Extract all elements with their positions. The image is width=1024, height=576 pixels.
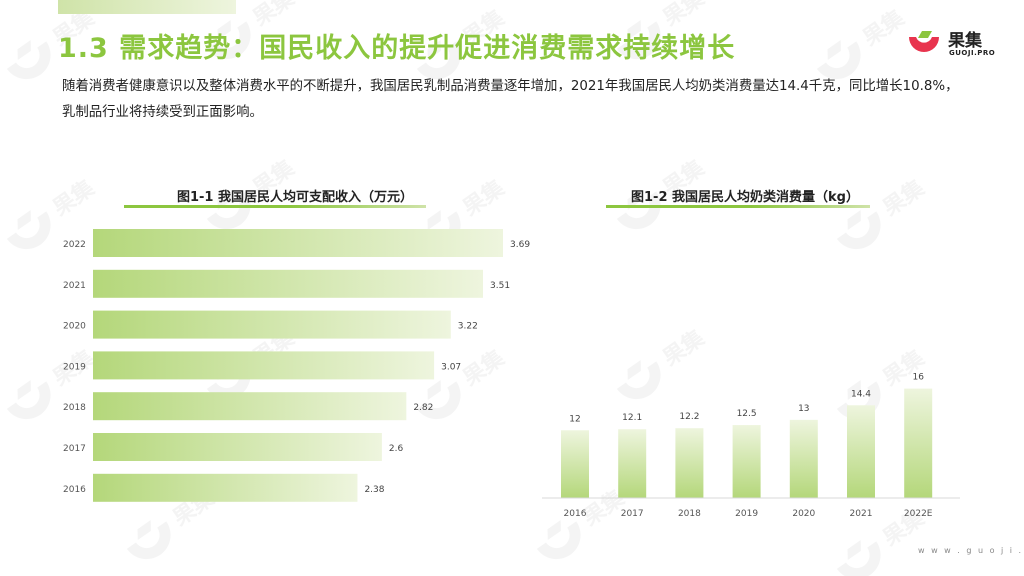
guoji-logo-icon (909, 31, 939, 52)
category-label: 2016 (63, 485, 86, 495)
data-label: 3.69 (510, 240, 530, 250)
bar (789, 419, 818, 498)
page-title: 1.3 需求趋势：国民收入的提升促进消费需求持续增长 (58, 33, 736, 64)
bar (675, 428, 704, 498)
category-label: 2021 (850, 509, 873, 519)
logo-subtitle: GUOJI.PRO (949, 49, 996, 57)
chart2-title: 图1-2 我国居民人均奶类消费量（kg） (631, 190, 859, 205)
category-label: 2017 (621, 509, 644, 519)
footer-url: w w w . g u o j i . p r o (918, 546, 1024, 555)
logo-name: 果集 (948, 31, 982, 51)
data-label: 12.5 (737, 409, 757, 419)
watermark-text: 果集 (48, 174, 100, 221)
data-label: 3.22 (458, 322, 478, 332)
data-label: 13 (798, 404, 809, 414)
chart2-title-underline (606, 205, 870, 208)
data-label: 3.07 (441, 362, 461, 372)
data-label: 2.82 (413, 403, 433, 413)
bar (904, 388, 933, 498)
category-label: 2020 (63, 322, 86, 332)
category-label: 2017 (63, 444, 86, 454)
chart1-income-bar-chart: 2022 3.69 2021 3.51 2020 3.22 2019 3.07 2018 2.82… (63, 229, 530, 502)
bar (618, 429, 647, 498)
bar (847, 405, 875, 498)
category-label: 2019 (63, 362, 86, 372)
chart1-title-underline (124, 205, 426, 208)
intro-paragraph: 随着消费者健康意识以及整体消费水平的不断提升，我国居民乳制品消费量逐年增加，20… (62, 79, 959, 120)
data-label: 12 (569, 414, 580, 424)
data-label: 14.4 (851, 389, 871, 399)
chart2-milk-consumption-bar-chart: 12 2016 12.1 2017 12.2 2018 12.5 2019 13 2020 14.4… (542, 373, 960, 519)
category-label: 2022 (63, 240, 86, 250)
category-label: 2018 (678, 509, 701, 519)
data-label: 12.1 (622, 413, 642, 423)
category-label: 2018 (63, 403, 86, 413)
brand-logo: 果集 GUOJI.PRO (906, 26, 1016, 62)
top-accent-bar (58, 0, 236, 14)
category-label: 2021 (63, 281, 86, 291)
bar (732, 425, 761, 498)
bar (93, 310, 451, 339)
bar (93, 351, 435, 380)
bar (93, 269, 483, 298)
bar (93, 473, 358, 502)
category-label: 2020 (792, 509, 815, 519)
data-label: 3.51 (490, 281, 510, 291)
category-label: 2022E (904, 509, 933, 519)
watermark-text: 果集 (858, 4, 910, 51)
category-label: 2016 (564, 509, 587, 519)
bar (93, 392, 407, 421)
bar (93, 433, 382, 461)
data-label: 2.6 (389, 444, 404, 454)
data-label: 12.2 (679, 412, 699, 422)
chart1-title: 图1-1 我国居民人均可支配收入（万元） (176, 190, 413, 205)
bar (561, 430, 589, 498)
data-label: 2.38 (364, 485, 384, 495)
category-label: 2019 (735, 509, 758, 519)
data-label: 16 (912, 373, 924, 383)
bar (93, 229, 503, 257)
